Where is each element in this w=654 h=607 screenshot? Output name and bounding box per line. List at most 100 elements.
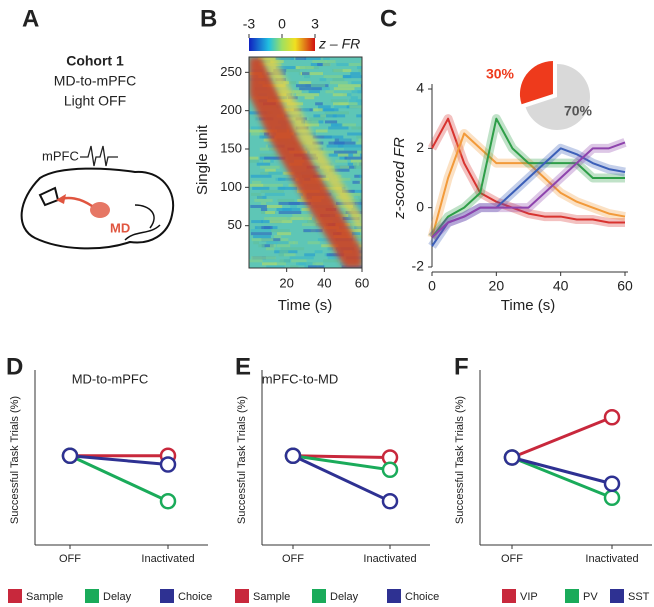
heatmap-texture [301,108,310,112]
heatmap-texture [359,174,362,178]
heatmap-texture [304,253,316,257]
heatmap-texture [337,144,362,148]
heatmap-texture [300,72,324,76]
heatmap-band [249,57,362,268]
heatmap-texture [334,165,340,169]
heatmap-texture [289,81,297,85]
diagram-line: MD-to-mPFC [54,73,136,89]
heatmap-texture [358,138,362,142]
heatmap-texture [309,117,325,121]
region-label: mPFC [42,148,79,163]
heatmap-texture [289,256,314,260]
heatmap-texture [300,84,326,88]
heatmap-texture [260,183,283,187]
colorbar-label: z – FR [318,36,360,52]
heatmap-texture [283,253,296,257]
heatmap-texture [320,150,340,154]
heatmap-texture [337,123,357,127]
heatmap-texture [261,220,270,224]
heatmap-texture [260,201,267,205]
heatmap-texture [351,81,362,85]
heatmap-texture [254,198,273,202]
point [603,475,621,492]
heatmap-texture [358,69,362,73]
series-line [69,454,169,503]
y-tick-label: 4 [416,80,424,96]
point [61,447,79,464]
y-axis-label: Single unit [194,124,211,195]
heatmap-texture [330,123,343,127]
heatmap-texture [356,135,362,139]
series-line [431,141,626,239]
heatmap-texture [260,189,284,193]
heatmap-texture [250,204,267,208]
heatmap-texture [263,226,273,230]
heatmap-texture [326,253,345,257]
x-axis-label: Time (s) [501,297,555,314]
y-tick-label: 2 [416,139,424,155]
panel-letter: D [6,353,23,380]
heatmap-texture [269,217,292,221]
y-axis-label: Successful Task Trials (%) [236,396,248,524]
heatmap-texture [356,114,362,118]
heatmap-texture [354,165,362,169]
y-tick-label: 150 [220,140,242,155]
heatmap-texture [278,253,284,257]
heatmap-texture [290,265,299,268]
diagram-title: Cohort 1 [66,53,124,69]
x-tick-label: 40 [317,275,331,290]
heatmap-texture [342,217,360,221]
heatmap-texture [361,132,362,136]
colorbar-tick-label: 0 [278,16,286,32]
heatmap-texture [301,223,326,227]
heatmap-texture [303,229,323,233]
series-line [292,454,391,472]
series-line [511,415,613,459]
heatmap-texture [352,180,360,184]
legend-swatch [160,589,174,603]
heatmap-texture [275,66,296,70]
heatmap-texture [329,168,350,172]
legend-label: VIP [520,591,538,603]
heatmap-texture [264,156,286,160]
heatmap-texture [324,120,338,124]
heatmap-texture [324,135,344,139]
heatmap-texture [322,63,331,67]
heatmap-texture [303,217,309,221]
panel-title: MD-to-mPFC [72,371,149,386]
heatmap-texture [259,147,277,151]
heatmap-texture [249,259,263,263]
heatmap-texture [323,75,347,79]
heatmap-texture [354,174,360,178]
heatmap-texture [340,192,361,196]
x-tick-label: Inactivated [141,553,194,565]
heatmap-texture [251,180,262,184]
legend-label: PV [583,591,598,603]
heatmap-texture [321,244,339,248]
x-tick-label: OFF [59,553,81,565]
heatmap-texture [332,204,353,208]
heatmap-texture [305,120,319,124]
heatmap-texture [305,262,324,266]
y-tick-label: 100 [220,179,242,194]
heatmap-texture [253,235,271,239]
heatmap-texture [257,195,267,199]
heatmap-texture [249,159,259,163]
x-tick-label: 40 [553,278,569,294]
heatmap-texture [312,135,332,139]
heatmap-texture [325,90,334,94]
heatmap-texture [250,174,272,178]
heatmap-texture [260,165,280,169]
heatmap-texture [360,180,362,184]
heatmap-texture [307,220,317,224]
heatmap-texture [351,198,362,202]
heatmap-texture [251,220,264,224]
heatmap-texture [336,63,349,67]
pie-label: 30% [486,66,515,82]
legend-swatch [610,589,624,603]
heatmap-texture [278,186,297,190]
x-tick-label: 0 [428,278,436,294]
series-line [431,117,625,238]
x-tick-label: Inactivated [363,553,416,565]
